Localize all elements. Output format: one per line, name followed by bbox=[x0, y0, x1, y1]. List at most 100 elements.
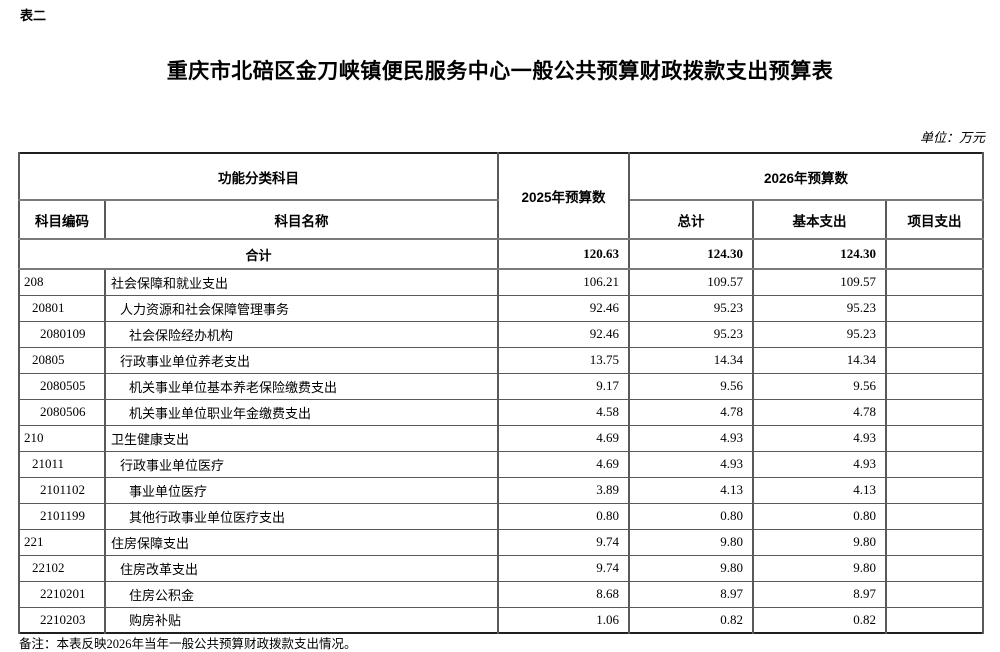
cell-2026-total: 95.23 bbox=[628, 294, 754, 322]
cell-subject-code: 2101102 bbox=[18, 476, 106, 504]
cell-subject-name: 行政事业单位养老支出 bbox=[104, 346, 499, 374]
cell-2025: 9.17 bbox=[497, 372, 630, 400]
table-row: 20805 行政事业单位养老支出 13.75 14.34 14.34 bbox=[18, 346, 985, 374]
cell-subject-code: 210 bbox=[18, 424, 106, 452]
cell-subject-name: 住房公积金 bbox=[104, 580, 499, 608]
cell-2025: 0.80 bbox=[497, 502, 630, 530]
cell-2025: 13.75 bbox=[497, 346, 630, 374]
cell-2026-total: 9.80 bbox=[628, 554, 754, 582]
cell-2026-total: 8.97 bbox=[628, 580, 754, 608]
cell-2025: 3.89 bbox=[497, 476, 630, 504]
cell-2026-project bbox=[884, 450, 985, 478]
cell-2026-basic: 95.23 bbox=[752, 294, 887, 322]
cell-2025: 4.69 bbox=[497, 424, 630, 452]
cell-subject-code: 221 bbox=[18, 528, 106, 556]
cell-2025: 4.58 bbox=[497, 398, 630, 426]
cell-subject-code: 2080109 bbox=[18, 320, 106, 348]
cell-2026-basic: 9.56 bbox=[752, 372, 887, 400]
cell-2026-basic: 4.93 bbox=[752, 450, 887, 478]
table-row-total: 合计 120.63 124.30 124.30 bbox=[18, 238, 985, 270]
table-row: 2210201 住房公积金 8.68 8.97 8.97 bbox=[18, 580, 985, 608]
cell-subject-name: 其他行政事业单位医疗支出 bbox=[104, 502, 499, 530]
table-row: 221 住房保障支出 9.74 9.80 9.80 bbox=[18, 528, 985, 556]
cell-2025: 9.74 bbox=[497, 528, 630, 556]
cell-2026-project bbox=[884, 580, 985, 608]
cell-2026-project bbox=[884, 424, 985, 452]
header-budget-2026: 2026年预算数 bbox=[627, 152, 985, 201]
cell-2026-basic: 8.97 bbox=[752, 580, 887, 608]
cell-2025: 106.21 bbox=[497, 268, 630, 296]
cell-subject-code: 208 bbox=[18, 268, 106, 296]
cell-2025: 4.69 bbox=[497, 450, 630, 478]
footnote: 备注：本表反映2026年当年一般公共预算财政拨款支出情况。 bbox=[19, 637, 357, 651]
cell-2026-project bbox=[884, 346, 985, 374]
page-title: 重庆市北碚区金刀峡镇便民服务中心一般公共预算财政拨款支出预算表 bbox=[166, 60, 834, 83]
cell-subject-code: 2210201 bbox=[18, 580, 106, 608]
total-cell-2026-basic: 124.30 bbox=[752, 238, 887, 270]
cell-subject-code: 2080506 bbox=[18, 398, 106, 426]
cell-subject-name: 住房改革支出 bbox=[104, 554, 499, 582]
table-row: 20801 人力资源和社会保障管理事务 92.46 95.23 95.23 bbox=[18, 294, 985, 322]
table-row: 22102 住房改革支出 9.74 9.80 9.80 bbox=[18, 554, 985, 582]
total-label: 合计 bbox=[18, 238, 499, 270]
header-project-expenditure: 项目支出 bbox=[884, 199, 985, 240]
cell-2026-project bbox=[884, 606, 985, 634]
table-row: 210 卫生健康支出 4.69 4.93 4.93 bbox=[18, 424, 985, 452]
cell-2026-total: 14.34 bbox=[628, 346, 754, 374]
cell-subject-name: 机关事业单位职业年金缴费支出 bbox=[104, 398, 499, 426]
cell-2026-basic: 0.80 bbox=[752, 502, 887, 530]
header-subject-name: 科目名称 bbox=[104, 199, 499, 240]
cell-2026-project bbox=[884, 372, 985, 400]
cell-subject-name: 卫生健康支出 bbox=[104, 424, 499, 452]
cell-2026-total: 9.80 bbox=[628, 528, 754, 556]
cell-2026-basic: 4.93 bbox=[752, 424, 887, 452]
cell-2025: 1.06 bbox=[497, 606, 630, 634]
total-cell-2026-project bbox=[884, 238, 985, 270]
cell-subject-name: 社会保障和就业支出 bbox=[104, 268, 499, 296]
cell-2026-total: 95.23 bbox=[628, 320, 754, 348]
cell-2026-total: 9.56 bbox=[628, 372, 754, 400]
budget-table-body: 合计 120.63 124.30 124.30 208 社会保障和就业支出 106.… bbox=[18, 238, 985, 634]
cell-2026-project bbox=[884, 294, 985, 322]
cell-subject-code: 20805 bbox=[18, 346, 106, 374]
budget-table-header: 功能分类科目 2025年预算数 2026年预算数 科目编码 科目名称 总计 基本… bbox=[18, 152, 985, 240]
cell-2026-project bbox=[884, 528, 985, 556]
cell-subject-name: 社会保险经办机构 bbox=[104, 320, 499, 348]
cell-2026-total: 4.93 bbox=[628, 424, 754, 452]
cell-2026-total: 0.80 bbox=[628, 502, 754, 530]
cell-2026-total: 109.57 bbox=[628, 268, 754, 296]
table-row: 2080505 机关事业单位基本养老保险缴费支出 9.17 9.56 9.56 bbox=[18, 372, 985, 400]
unit-label: 单位：万元 bbox=[919, 130, 985, 145]
cell-subject-code: 2080505 bbox=[18, 372, 106, 400]
header-row-1: 功能分类科目 2025年预算数 2026年预算数 bbox=[18, 152, 985, 240]
cell-2026-basic: 95.23 bbox=[752, 320, 887, 348]
header-budget-2025: 2025年预算数 bbox=[497, 152, 630, 240]
header-row-2: 科目编码 科目名称 总计 基本支出 项目支出 bbox=[18, 199, 985, 240]
cell-2026-total: 4.93 bbox=[628, 450, 754, 478]
table-row: 2210203 购房补贴 1.06 0.82 0.82 bbox=[18, 606, 985, 634]
cell-2025: 92.46 bbox=[497, 320, 630, 348]
cell-2026-basic: 14.34 bbox=[752, 346, 887, 374]
cell-2026-project bbox=[884, 554, 985, 582]
cell-2026-project bbox=[884, 398, 985, 426]
cell-2025: 9.74 bbox=[497, 554, 630, 582]
table-row: 2080109 社会保险经办机构 92.46 95.23 95.23 bbox=[18, 320, 985, 348]
header-basic-expenditure: 基本支出 bbox=[752, 199, 887, 240]
header-function-category: 功能分类科目 bbox=[18, 152, 499, 201]
cell-subject-name: 住房保障支出 bbox=[104, 528, 499, 556]
cell-2026-basic: 109.57 bbox=[752, 268, 887, 296]
cell-2026-basic: 4.78 bbox=[752, 398, 887, 426]
header-subject-code: 科目编码 bbox=[18, 199, 106, 240]
budget-table: 功能分类科目 2025年预算数 2026年预算数 科目编码 科目名称 总计 基本… bbox=[18, 152, 985, 634]
total-cell-2025: 120.63 bbox=[497, 238, 630, 270]
cell-2026-project bbox=[884, 320, 985, 348]
cell-2025: 92.46 bbox=[497, 294, 630, 322]
cell-2026-project bbox=[884, 502, 985, 530]
table-number-label: 表二 bbox=[20, 8, 47, 23]
cell-2026-total: 0.82 bbox=[628, 606, 754, 634]
cell-subject-name: 购房补贴 bbox=[104, 606, 499, 634]
cell-subject-name: 行政事业单位医疗 bbox=[104, 450, 499, 478]
cell-2026-basic: 9.80 bbox=[752, 554, 887, 582]
table-row: 2080506 机关事业单位职业年金缴费支出 4.58 4.78 4.78 bbox=[18, 398, 985, 426]
cell-2026-project bbox=[884, 476, 985, 504]
